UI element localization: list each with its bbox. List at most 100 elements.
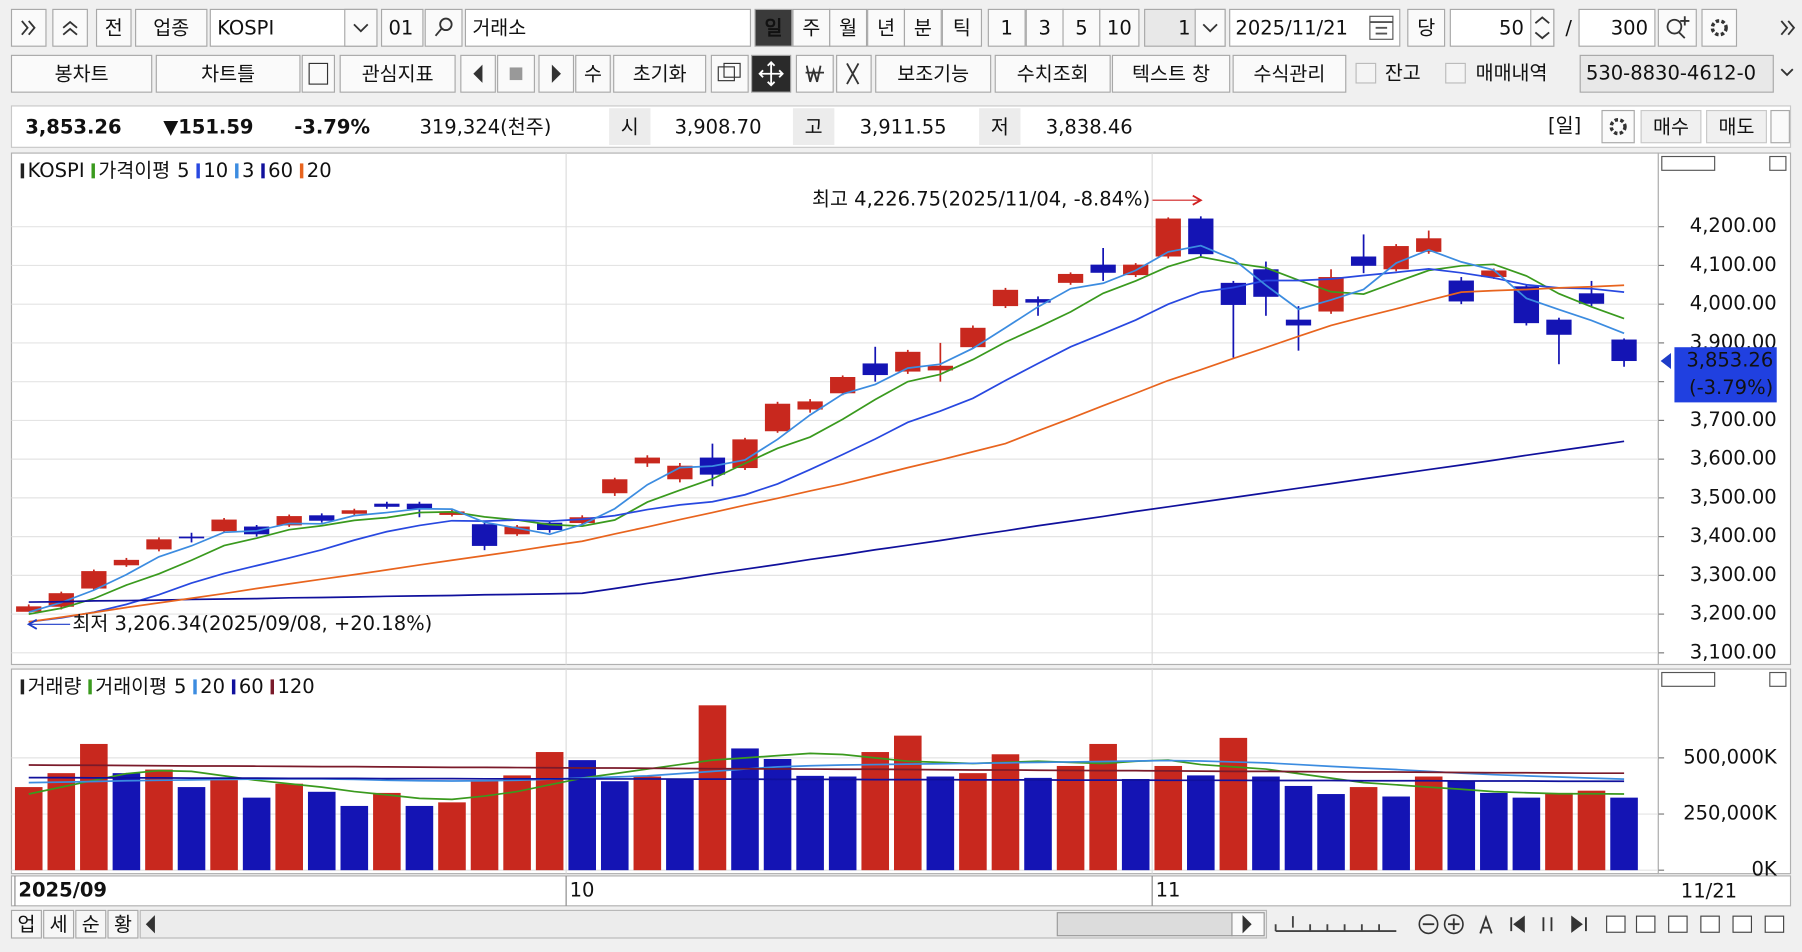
- account-combo[interactable]: [1579, 54, 1774, 93]
- total-field[interactable]: [1578, 8, 1656, 47]
- button-label[interactable]: 관심지표: [362, 62, 434, 85]
- panel-button[interactable]: [1770, 109, 1790, 144]
- button[interactable]: [95, 8, 132, 47]
- button[interactable]: [10, 54, 153, 93]
- interval-text[interactable]: 1: [1178, 16, 1190, 39]
- layout-button[interactable]: [710, 54, 749, 93]
- footer-tab-label[interactable]: 순: [82, 913, 100, 936]
- button[interactable]: [380, 8, 424, 47]
- volume-bar: [1284, 785, 1313, 871]
- period-button-label[interactable]: 년: [877, 16, 895, 39]
- axis-mode-button[interactable]: [1661, 155, 1716, 171]
- button[interactable]: [903, 8, 942, 47]
- panel-close-button[interactable]: [1769, 155, 1787, 171]
- search-button[interactable]: [424, 8, 463, 47]
- button[interactable]: [1407, 8, 1446, 47]
- period-button-label[interactable]: 분: [914, 16, 932, 39]
- period-button-label[interactable]: 10: [1107, 16, 1132, 39]
- button-label[interactable]: 수치조회: [1017, 62, 1089, 85]
- button[interactable]: [829, 8, 868, 47]
- save-button[interactable]: [301, 54, 336, 93]
- button[interactable]: [135, 8, 208, 47]
- count-text[interactable]: 50: [1499, 16, 1524, 39]
- footer-tab-label[interactable]: 세: [50, 913, 68, 936]
- symbol-text[interactable]: KOSPI: [217, 16, 274, 39]
- button[interactable]: [575, 54, 611, 93]
- checkbox-label[interactable]: 매매내역: [1476, 61, 1548, 84]
- scroll-thumb[interactable]: [1056, 912, 1233, 937]
- button-label[interactable]: 업종: [153, 16, 189, 39]
- panel-close-button[interactable]: [1769, 671, 1787, 687]
- zoom-button[interactable]: [1657, 8, 1697, 47]
- tool-icon[interactable]: [1635, 915, 1656, 933]
- price-tool-button[interactable]: [795, 54, 834, 93]
- button-label[interactable]: 텍스트 창: [1132, 62, 1210, 85]
- button-label[interactable]: 보조기능: [897, 62, 969, 85]
- account-text[interactable]: 530-8830-4612-0: [1586, 61, 1756, 84]
- button[interactable]: [613, 54, 707, 93]
- footer-tab[interactable]: [10, 909, 42, 939]
- button-label[interactable]: 전: [105, 16, 123, 39]
- period-button-label[interactable]: 일: [764, 16, 782, 39]
- date-text[interactable]: 2025/11/21: [1235, 16, 1347, 39]
- button[interactable]: [1099, 8, 1140, 47]
- dropdown-button[interactable]: [1194, 8, 1226, 47]
- tool-icon[interactable]: [1700, 915, 1720, 933]
- button[interactable]: [1111, 54, 1231, 93]
- period-button-label[interactable]: 월: [839, 16, 857, 39]
- button[interactable]: [941, 8, 983, 47]
- tool-icon[interactable]: [1668, 915, 1688, 933]
- checkbox-label[interactable]: 잔고: [1385, 61, 1421, 84]
- zoom-control[interactable]: [1443, 914, 1464, 935]
- tool-icon[interactable]: [1732, 915, 1753, 933]
- button[interactable]: [1062, 8, 1101, 47]
- button-label[interactable]: 초기화: [633, 62, 687, 85]
- button[interactable]: [1232, 54, 1347, 93]
- cut-button[interactable]: [836, 54, 872, 93]
- market-text: 거래소: [472, 16, 526, 39]
- total-text[interactable]: 300: [1611, 16, 1648, 39]
- button[interactable]: [155, 54, 301, 93]
- spin-button[interactable]: [1530, 8, 1555, 47]
- period-button-label[interactable]: 1: [1001, 16, 1013, 39]
- collapse-button[interactable]: [52, 8, 88, 47]
- button-label[interactable]: 수식관리: [1254, 62, 1326, 85]
- zoom-control[interactable]: [1418, 914, 1439, 935]
- footer-tab[interactable]: [107, 909, 139, 939]
- button-label[interactable]: 차트틀: [201, 62, 255, 85]
- button[interactable]: [867, 8, 906, 47]
- button[interactable]: [987, 8, 1026, 47]
- button[interactable]: [875, 54, 992, 93]
- volume-bar: [763, 758, 792, 871]
- sell-button[interactable]: [1706, 109, 1767, 144]
- settings-button[interactable]: [1601, 109, 1635, 144]
- settings-button[interactable]: [1701, 8, 1738, 47]
- button[interactable]: [994, 54, 1111, 93]
- footer-tab-label[interactable]: 황: [114, 913, 132, 936]
- button-label[interactable]: 수: [584, 62, 602, 85]
- tool-icon[interactable]: [1764, 915, 1785, 933]
- period-button-label[interactable]: 5: [1075, 16, 1087, 39]
- axis-mode-button[interactable]: [1661, 671, 1716, 687]
- button[interactable]: [754, 8, 793, 47]
- button[interactable]: [339, 54, 456, 93]
- button-label[interactable]: 봉차트: [55, 62, 109, 85]
- buy-label[interactable]: 매수: [1653, 115, 1689, 138]
- period-button-label[interactable]: 주: [802, 16, 820, 39]
- dropdown-button[interactable]: [344, 8, 378, 47]
- checkbox[interactable]: [1355, 62, 1377, 84]
- period-button-label[interactable]: 3: [1038, 16, 1050, 39]
- low-annotation: 최저 3,206.34(2025/09/08, +20.18%): [72, 612, 432, 635]
- footer-tab[interactable]: [75, 909, 107, 939]
- sell-label[interactable]: 매도: [1719, 115, 1755, 138]
- buy-button[interactable]: [1640, 109, 1702, 144]
- button-label[interactable]: 당: [1417, 16, 1435, 39]
- checkbox[interactable]: [1445, 62, 1466, 84]
- button[interactable]: [792, 8, 831, 47]
- button-label[interactable]: 01: [388, 16, 413, 39]
- tool-icon[interactable]: [1606, 915, 1626, 933]
- footer-tab[interactable]: [43, 909, 75, 939]
- footer-tab-label[interactable]: 업: [17, 913, 35, 936]
- period-button-label[interactable]: 틱: [953, 16, 971, 39]
